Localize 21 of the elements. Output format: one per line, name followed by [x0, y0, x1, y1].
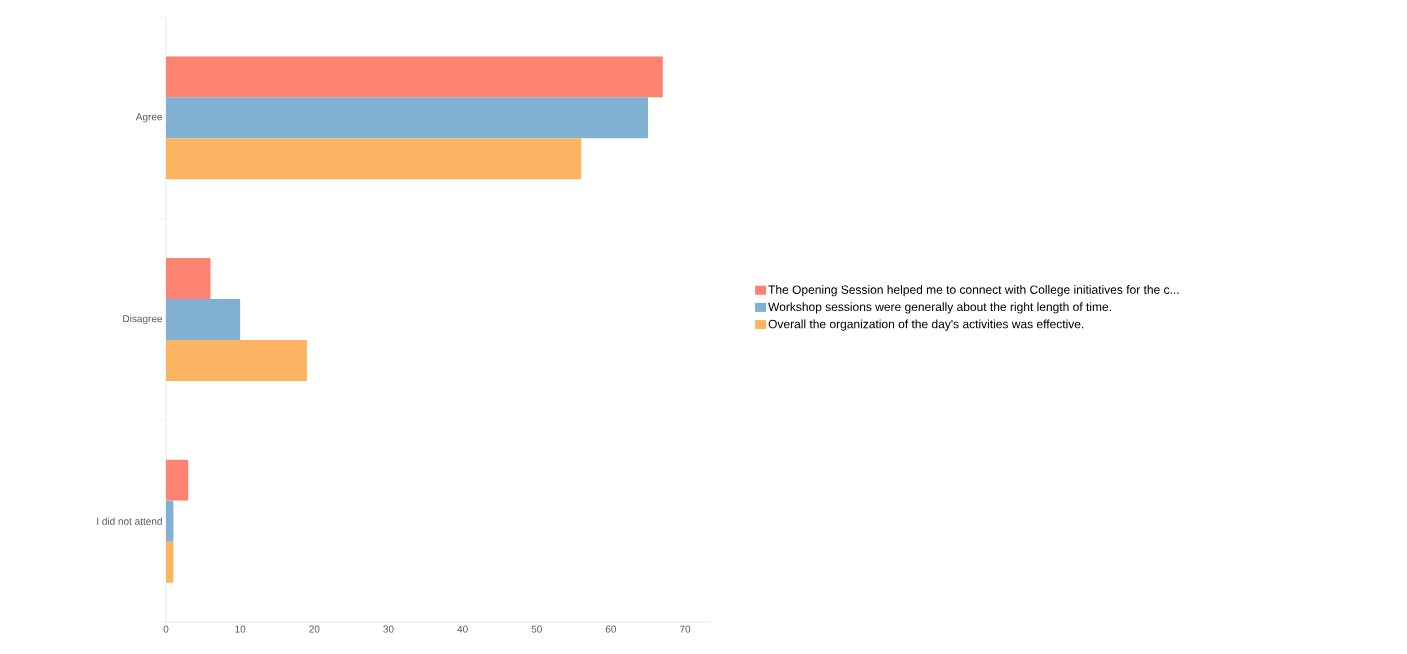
- x-tick-label: 0: [163, 625, 169, 633]
- x-tick-label: 40: [457, 625, 468, 633]
- x-tick-label: 60: [605, 625, 617, 633]
- bar: [166, 97, 648, 139]
- y-tick-label: I did not attend: [97, 517, 162, 525]
- bar: [166, 56, 663, 98]
- bar: [166, 340, 307, 382]
- x-tick-label: 30: [383, 625, 394, 633]
- legend-label: Workshop sessions were generally about the right length of time.: [768, 302, 1111, 314]
- bar: [166, 258, 211, 300]
- x-tick-label: 20: [309, 625, 320, 633]
- bar: [166, 299, 241, 341]
- y-tick-label: Disagree: [123, 314, 163, 325]
- bar: [166, 138, 582, 180]
- x-tick-label: 50: [531, 625, 542, 633]
- y-tick-label: Agree: [135, 113, 163, 123]
- legend-label: The Opening Session helped me to connect with College initiatives for the c...: [768, 285, 1179, 297]
- legend-label: Overall the organization of the day's activities was effective.: [768, 319, 1084, 331]
- x-tick-label: 70: [680, 625, 691, 633]
- bar: [166, 459, 189, 501]
- x-tick-label: 10: [235, 625, 246, 633]
